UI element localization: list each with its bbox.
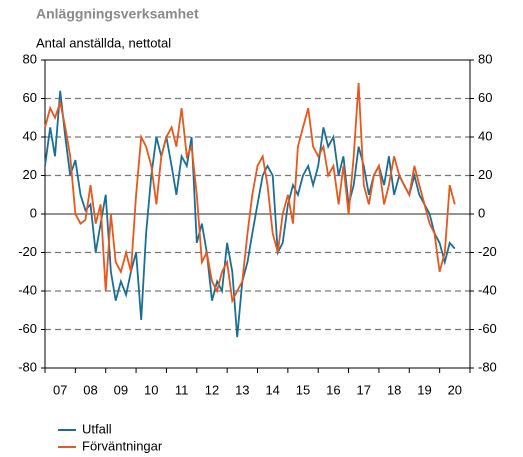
- y-tick-label: 80: [23, 51, 37, 66]
- y-tick-label-right: -40: [478, 282, 497, 297]
- y-tick-label: -80: [18, 359, 37, 374]
- x-tick-label: 09: [114, 382, 128, 397]
- y-tick-label: -40: [18, 282, 37, 297]
- y-tick-label-right: 0: [478, 205, 485, 220]
- y-tick-label: 0: [30, 205, 37, 220]
- y-tick-label-right: 80: [478, 51, 492, 66]
- chart-title: Anläggningsverksamhet: [36, 6, 199, 22]
- x-tick-label: 11: [175, 382, 189, 397]
- y-tick-label-right: 40: [478, 128, 492, 143]
- y-tick-label-right: -20: [478, 244, 497, 259]
- chart-subtitle: Antal anställda, nettotal: [36, 35, 171, 50]
- x-tick-label: 15: [296, 382, 310, 397]
- x-tick-label: 18: [387, 382, 401, 397]
- y-tick-label-right: 20: [478, 167, 492, 182]
- y-tick-label-right: 60: [478, 90, 492, 105]
- x-tick-label: 16: [326, 382, 340, 397]
- x-tick-label: 17: [357, 382, 371, 397]
- x-tick-label: 10: [144, 382, 158, 397]
- y-tick-label: 20: [23, 167, 37, 182]
- x-tick-label: 14: [265, 382, 279, 397]
- y-tick-label-right: -80: [478, 359, 497, 374]
- y-tick-label: 60: [23, 90, 37, 105]
- x-tick-label: 19: [417, 382, 431, 397]
- legend-label: Utfall: [82, 421, 112, 436]
- y-tick-label: -60: [18, 321, 37, 336]
- x-tick-label: 07: [53, 382, 67, 397]
- x-tick-label: 12: [205, 382, 219, 397]
- legend-label: Förväntningar: [82, 438, 163, 453]
- y-tick-label: -20: [18, 244, 37, 259]
- series-line: [44, 83, 456, 304]
- plot-frame: [44, 59, 471, 369]
- x-tick-label: 13: [235, 382, 249, 397]
- y-tick-label: 40: [23, 128, 37, 143]
- series-line: [44, 90, 456, 338]
- y-tick-label-right: -60: [478, 321, 497, 336]
- x-tick-label: 20: [448, 382, 462, 397]
- x-tick-label: 08: [83, 382, 97, 397]
